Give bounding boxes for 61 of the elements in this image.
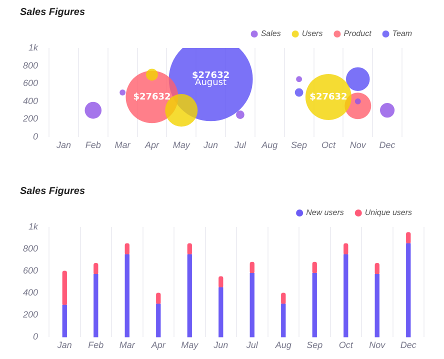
x-tick-label: Jul [233, 140, 247, 150]
x-tick-label: May [181, 340, 199, 350]
y-tick-label: 800 [22, 60, 38, 70]
legend-label: Users [302, 29, 323, 38]
legend-label: Unique users [364, 208, 412, 218]
y-tick-label: 600 [22, 78, 38, 88]
y-tick-label: 1k [28, 42, 39, 52]
x-tick-label: Oct [321, 140, 336, 150]
y-tick-label: 0 [33, 132, 38, 142]
bar [94, 274, 98, 338]
annotation: $27632 [133, 92, 171, 102]
x-tick-label: Jun [212, 340, 228, 350]
bar [218, 287, 224, 338]
x-tick-label: Apr [150, 340, 166, 350]
y-tick-label: 0 [33, 332, 38, 342]
x-tick-label: Sep [306, 340, 323, 350]
bar [374, 274, 380, 338]
bar [187, 254, 192, 338]
x-tick-label: May [172, 140, 190, 150]
y-tick-label: 800 [22, 244, 38, 254]
x-tick-label: Mar [119, 340, 136, 350]
legend-label: Product [344, 29, 372, 38]
y-tick-label: 600 [22, 266, 38, 276]
x-tick-label: Jul [245, 340, 259, 350]
legend-label: New users [306, 208, 344, 218]
x-tick-label: Dec [379, 140, 396, 150]
bar [406, 243, 411, 338]
x-tick-label: Feb [85, 140, 101, 150]
x-tick-label: Mar [114, 140, 132, 150]
bar [62, 304, 67, 338]
y-tick-label: 400 [22, 96, 38, 106]
bar [62, 270, 67, 306]
x-tick-label: Dec [400, 340, 417, 350]
annotation: $27632 [192, 70, 230, 81]
x-tick-label: Jun [202, 140, 218, 150]
x-tick-label: Apr [144, 140, 160, 150]
chart-title: Sales Figures [20, 6, 86, 18]
x-tick-label: Aug [260, 140, 278, 150]
x-tick-label: Aug [274, 340, 292, 350]
x-tick-label: Nov [369, 340, 386, 350]
bar [312, 272, 317, 338]
bar [124, 254, 130, 338]
x-tick-label: Oct [338, 340, 354, 350]
x-tick-label: Nov [350, 140, 366, 150]
bar [156, 304, 161, 338]
bar [281, 304, 286, 338]
y-tick-label: 200 [22, 310, 38, 320]
x-tick-label: Jan [55, 140, 71, 150]
y-tick-label: 400 [22, 288, 38, 298]
y-tick-label: 1k [28, 222, 39, 232]
annotation: August [195, 78, 228, 88]
annotation: $27632 [310, 92, 348, 102]
chart-title: Sales Figures [20, 186, 86, 197]
x-tick-label: Jan [56, 340, 72, 350]
x-tick-label: Feb [88, 340, 104, 350]
x-tick-label: Sep [291, 140, 308, 150]
bar [250, 272, 254, 338]
legend-label: Sales [260, 29, 281, 38]
y-tick-label: 200 [22, 114, 38, 124]
legend-label: Team [392, 29, 412, 38]
bar [344, 254, 348, 338]
